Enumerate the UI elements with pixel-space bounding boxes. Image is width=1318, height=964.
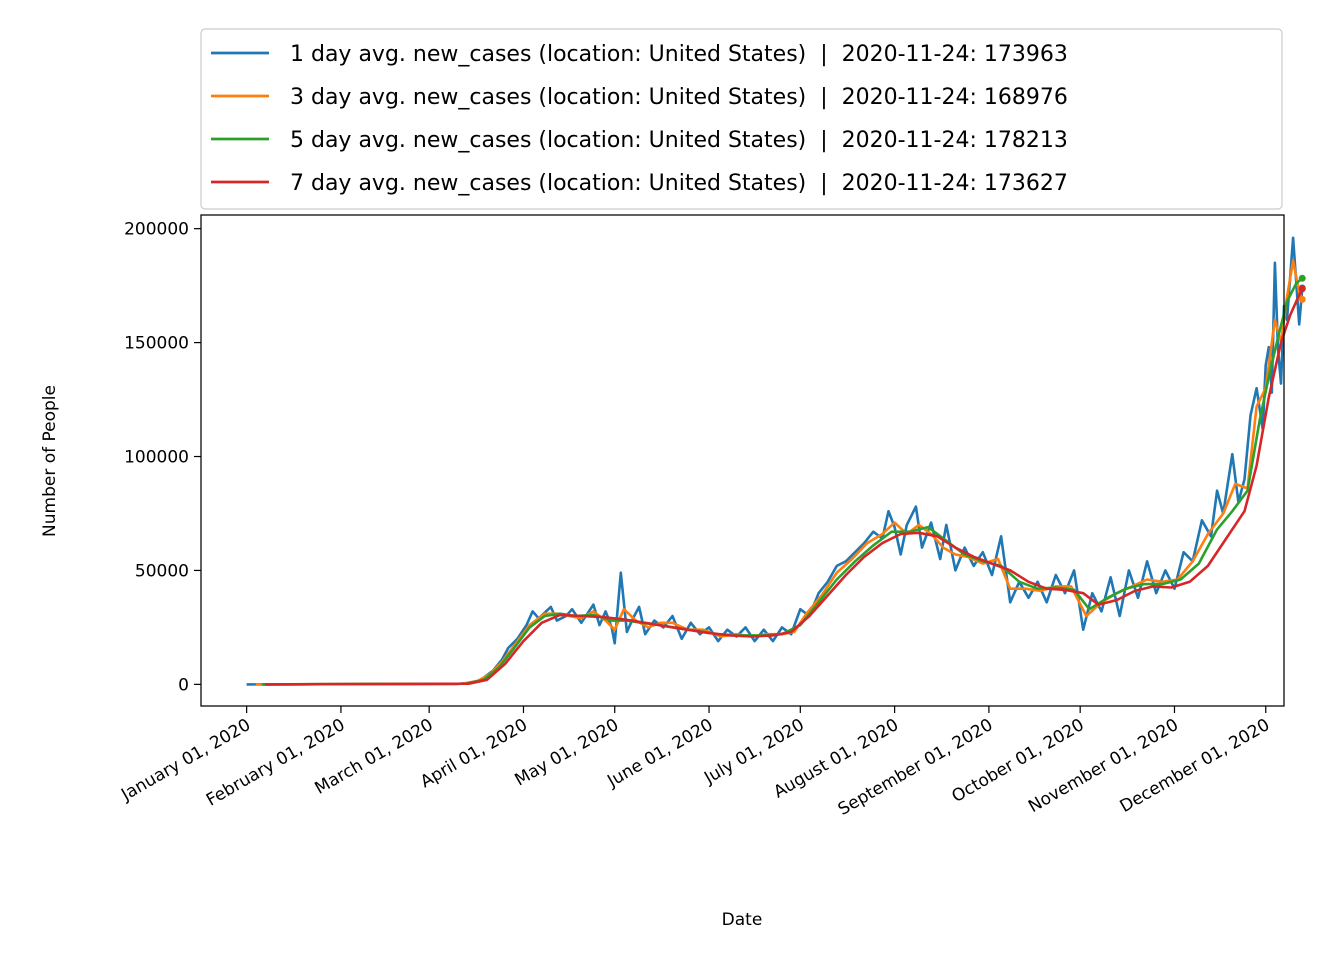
series-end-marker-4 <box>1298 285 1306 293</box>
y-tick-label-3: 100000 <box>124 448 189 468</box>
x-axis-label: Date <box>722 910 763 930</box>
plot-frame <box>200 214 1285 707</box>
legend-label-4: 7 day avg. new_cases (location: United S… <box>290 171 1068 196</box>
series-line-2 <box>255 259 1304 686</box>
y-axis-label: Number of People <box>40 385 60 537</box>
legend-label-3: 5 day avg. new_cases (location: United S… <box>290 128 1068 153</box>
series-end-marker-3 <box>1298 274 1306 282</box>
series-line-1 <box>246 236 1304 686</box>
legend-label-2: 3 day avg. new_cases (location: United S… <box>290 85 1068 110</box>
legend-box <box>200 28 1283 210</box>
y-axis: 0 50000 100000 150000 200000 <box>124 220 201 695</box>
y-tick-label-1: 0 <box>178 675 189 695</box>
y-tick-label-4: 150000 <box>124 334 189 354</box>
legend: 1 day avg. new_cases (location: United S… <box>200 28 1283 210</box>
series-layer <box>246 236 1306 686</box>
y-tick-label-5: 200000 <box>124 220 189 240</box>
series-end-marker-2 <box>1298 295 1306 303</box>
y-tick-label-2: 50000 <box>135 561 189 581</box>
legend-label-1: 1 day avg. new_cases (location: United S… <box>290 42 1068 67</box>
series-line-4 <box>264 288 1304 686</box>
